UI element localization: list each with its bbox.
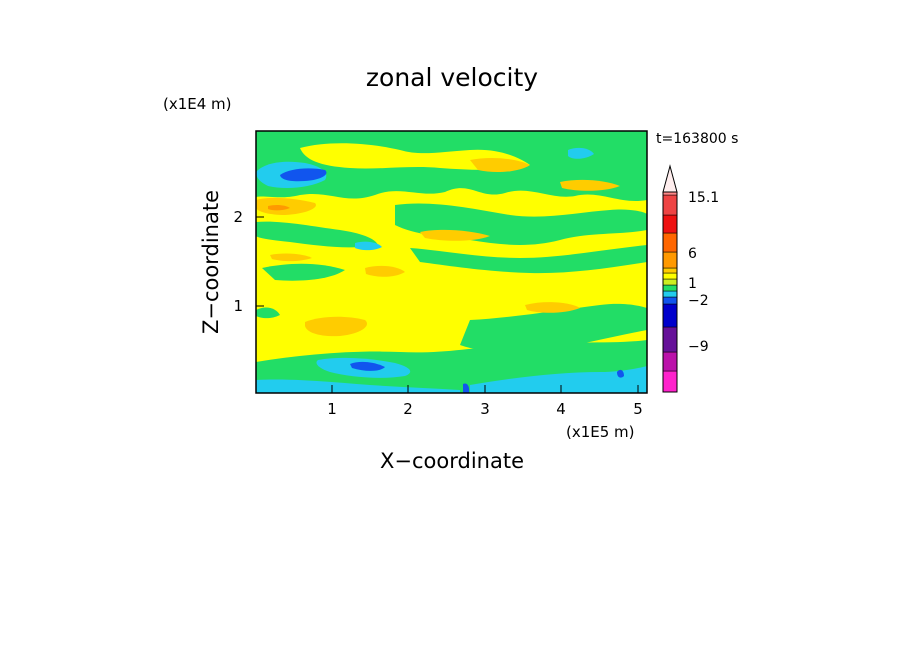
contour-green-lower — [460, 303, 647, 353]
contour-orange-top-center — [470, 157, 530, 173]
colorbar-segment — [662, 326, 678, 353]
colorbar-segment — [662, 232, 678, 253]
colorbar-segment — [662, 370, 678, 393]
plot-frame — [255, 130, 648, 394]
colorbar-label: −9 — [688, 339, 709, 355]
x-axis — [331, 385, 639, 393]
contour-blue-bottom-center — [463, 383, 470, 393]
colorbar-frame — [662, 191, 678, 393]
x-tick-label: 5 — [633, 400, 643, 418]
y-scale-label: (x1E4 m) — [163, 95, 232, 113]
colorbar-segment — [662, 303, 678, 328]
colorbar-segment — [662, 251, 678, 269]
contour-green-mid-3 — [410, 245, 647, 274]
chart-title: zonal velocity — [366, 63, 538, 92]
colorbar-segment — [662, 214, 678, 234]
colorbar-arrow — [662, 164, 678, 193]
x-tick-label: 2 — [403, 400, 413, 418]
colorbar — [662, 164, 678, 393]
colorbar-segment — [662, 272, 678, 280]
contour-green-small-1 — [256, 307, 280, 319]
x-scale-label: (x1E5 m) — [566, 423, 635, 441]
contour-orange-deep — [268, 204, 290, 211]
colorbar-label: 6 — [688, 246, 697, 262]
y-axis-label: Z−coordinate — [199, 190, 223, 334]
colorbar-label: −2 — [688, 293, 709, 309]
colorbar-segment — [662, 296, 678, 305]
x-tick-label: 3 — [480, 400, 490, 418]
y-tick-label: 2 — [233, 208, 243, 226]
colorbar-segment — [662, 194, 678, 216]
contour-green-mid-4 — [262, 263, 345, 281]
colorbar-segment — [662, 278, 678, 286]
colorbar-segment — [662, 267, 678, 274]
contour-blue-top-left — [280, 168, 327, 182]
colorbar-segment — [662, 284, 678, 292]
contour-blue-lower — [350, 361, 385, 371]
colorbar-label: 15.1 — [688, 190, 719, 206]
time-label: t=163800 s — [656, 131, 738, 147]
contour-orange-left-3 — [270, 253, 312, 262]
contour-cyan-top-center — [568, 147, 594, 159]
colorbar-segment — [662, 290, 678, 298]
x-axis-label: X−coordinate — [380, 449, 524, 473]
contour-cyan-bottom-right — [470, 366, 647, 393]
colorbar-segments — [662, 191, 678, 393]
contour-blue-bottom-right — [617, 369, 624, 378]
contour-cyan-mid — [355, 241, 382, 251]
contour-orange-mid-1 — [365, 265, 405, 277]
contour-green-mid-2 — [256, 221, 378, 248]
contour-orange-mid-2 — [420, 229, 490, 241]
colorbar-segment — [662, 351, 678, 372]
plot-area — [256, 131, 647, 393]
contour-orange-right-2 — [525, 302, 580, 313]
contour-cyan-bottom-left — [256, 379, 460, 393]
x-tick-label: 1 — [327, 400, 337, 418]
contour-orange-right-1 — [560, 179, 620, 191]
contour-yellow-inset-top — [300, 143, 530, 170]
colorbar-label: 1 — [688, 276, 697, 292]
x-tick-label: 4 — [556, 400, 566, 418]
y-tick-label: 1 — [233, 297, 243, 315]
contour-orange-left-2 — [305, 316, 368, 337]
y-axis — [256, 216, 264, 307]
